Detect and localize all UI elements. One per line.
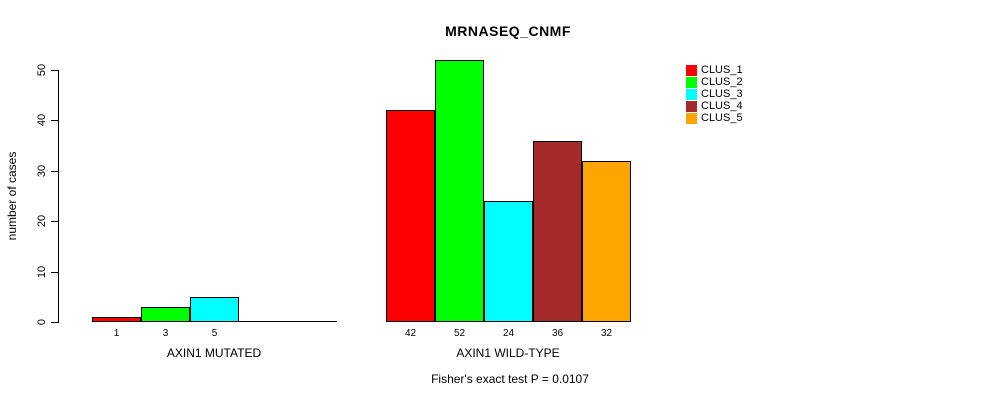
bar-clus_1-wild-type [386, 110, 435, 322]
fisher-test-annotation: Fisher's exact test P = 0.0107 [431, 372, 589, 386]
y-axis-tick [51, 271, 58, 273]
legend-item-clus_2: CLUS_2 [686, 77, 743, 88]
y-axis-tick [51, 322, 58, 323]
y-axis-tick-label: 0 [36, 318, 48, 326]
bar-value-label: 32 [600, 328, 613, 339]
bar-value-label: 3 [162, 328, 169, 339]
group-label-axin1-wild-type: AXIN1 WILD-TYPE [456, 346, 560, 360]
y-axis-tick [51, 221, 58, 223]
legend: CLUS_1 CLUS_2 CLUS_3 CLUS_4 CLUS_5 [686, 65, 743, 124]
bar-value-label: 36 [551, 328, 564, 339]
bar-value-label: 5 [211, 328, 218, 339]
bar-clus_3-wild-type [484, 201, 533, 322]
y-axis-tick-label: 20 [36, 215, 48, 228]
legend-color-swatch [686, 77, 697, 88]
bar-clus_1-mutated [92, 317, 141, 322]
bar-clus_2-wild-type [435, 60, 484, 322]
legend-item-clus_5: CLUS_5 [686, 113, 743, 124]
bar-value-label: 52 [453, 328, 466, 339]
y-axis-tick [51, 120, 58, 122]
legend-color-swatch [686, 89, 697, 100]
legend-label: CLUS_1 [701, 64, 743, 76]
zero-height-bar-line [239, 321, 288, 322]
zero-height-bar-line [288, 321, 337, 322]
bar-clus_2-mutated [141, 307, 190, 322]
y-axis-tick-label: 40 [36, 114, 48, 127]
bar-clus_3-mutated [190, 297, 239, 322]
group-label-axin1-mutated: AXIN1 MUTATED [166, 346, 262, 360]
y-axis-tick-label: 30 [36, 164, 48, 177]
bar-value-label: 24 [502, 328, 515, 339]
y-axis-tick [51, 170, 58, 172]
y-axis-title: number of cases [5, 151, 19, 241]
legend-item-clus_4: CLUS_4 [686, 101, 743, 112]
y-axis-tick-label: 50 [36, 63, 48, 77]
bar-value-label: 1 [113, 328, 120, 339]
legend-label: CLUS_3 [701, 88, 743, 100]
legend-label: CLUS_4 [701, 100, 743, 112]
legend-item-clus_1: CLUS_1 [686, 65, 743, 76]
legend-color-swatch [686, 113, 697, 124]
bar-value-label: 42 [404, 328, 417, 339]
y-axis-tick-label: 10 [36, 265, 48, 278]
legend-item-clus_3: CLUS_3 [686, 89, 743, 100]
legend-label: CLUS_5 [701, 112, 743, 124]
legend-label: CLUS_2 [701, 76, 743, 88]
legend-color-swatch [686, 101, 697, 112]
y-axis-line [58, 70, 59, 323]
legend-color-swatch [686, 65, 697, 76]
y-axis-tick [51, 70, 58, 71]
bar-clus_5-wild-type [582, 161, 631, 322]
chart-title: MRNASEQ_CNMF [445, 23, 571, 39]
bar-clus_4-wild-type [533, 141, 582, 322]
